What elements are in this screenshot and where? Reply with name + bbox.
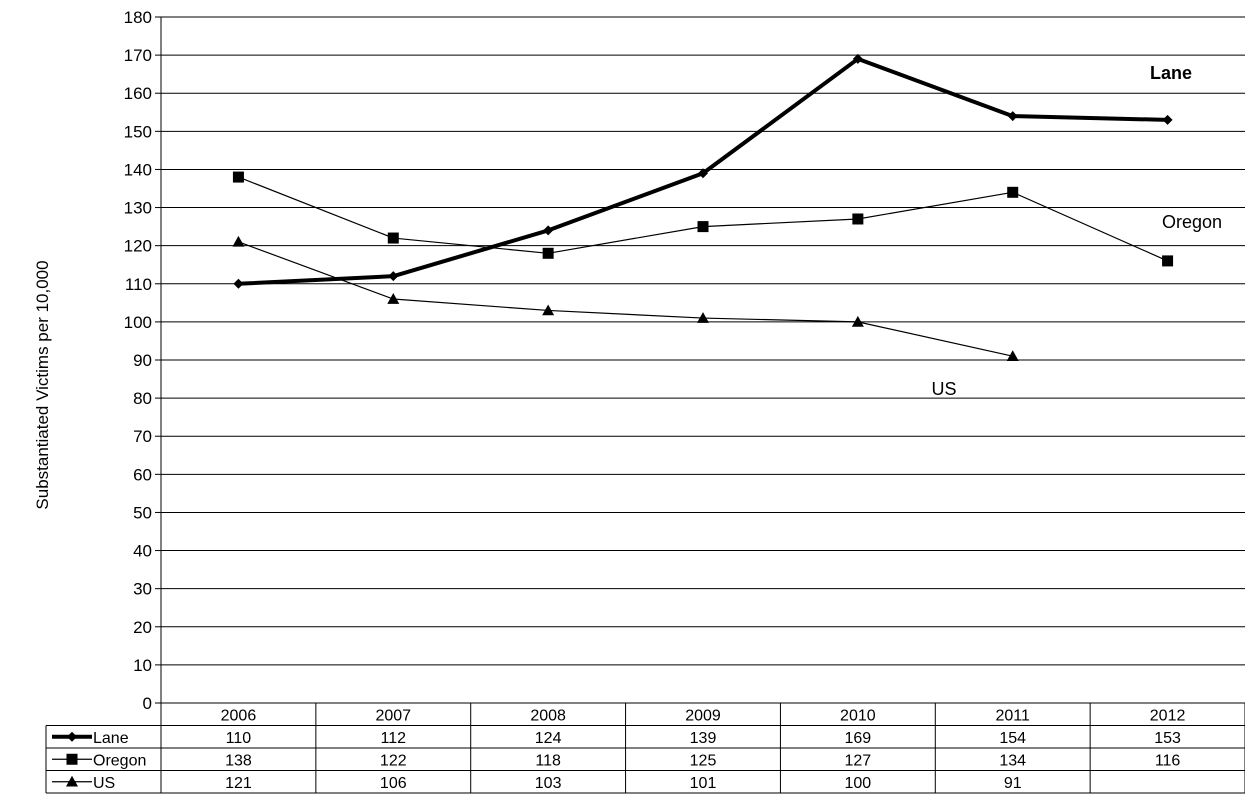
table-cell-value: 116 — [1155, 752, 1181, 769]
diamond-marker — [233, 278, 244, 289]
series-line-oregon — [238, 176, 1168, 262]
series-annotation: Lane — [1150, 63, 1192, 83]
series-annotation: US — [931, 379, 956, 399]
table-cell-value: 121 — [225, 775, 252, 792]
table-cell-value: 101 — [690, 775, 717, 792]
table-cell-value: 125 — [690, 752, 717, 769]
x-tick-label: 2009 — [685, 707, 721, 724]
diamond-marker — [852, 53, 863, 64]
table-cell-value: 100 — [845, 775, 872, 792]
legend-square-marker — [66, 753, 78, 765]
table-cell-value: 139 — [690, 730, 717, 747]
y-tick-label: 110 — [125, 275, 152, 294]
y-tick-label: 140 — [124, 160, 152, 179]
table-cell-value: 127 — [845, 752, 872, 769]
diamond-marker — [388, 271, 399, 282]
diamond-marker — [543, 225, 554, 236]
legend-label: US — [93, 775, 115, 792]
y-axis-label: Substantiated Victims per 10,000 — [33, 260, 52, 509]
x-tick-label: 2012 — [1150, 707, 1186, 724]
legend-label: Lane — [93, 730, 129, 747]
x-tick-label: 2008 — [530, 707, 566, 724]
y-tick-labels: 0 10 20 30 40 50 60 70 80 90 100 110 120 130 140 150 160… — [124, 8, 152, 713]
table-cell-value: 112 — [381, 730, 407, 747]
x-tick-label: 2007 — [375, 707, 411, 724]
triangle-marker — [851, 315, 864, 327]
legend-triangle-marker — [66, 775, 78, 787]
table-cell-value: 122 — [380, 752, 407, 769]
data-table: 2006 2007 2008 2009 2010 2011 2012 Lane 110 112 12… — [45, 702, 1245, 794]
y-tick-label: 60 — [133, 465, 152, 484]
square-marker — [387, 232, 399, 244]
y-tick-label: 20 — [133, 618, 152, 637]
table-cell-value: 138 — [225, 752, 252, 769]
y-tick-label: 90 — [133, 351, 152, 370]
table-cell-value: 110 — [226, 730, 252, 747]
square-marker — [232, 171, 244, 183]
square-marker — [542, 247, 554, 259]
y-tick-label: 130 — [124, 199, 152, 218]
legend-diamond-marker — [67, 731, 77, 742]
triangle-marker — [1006, 350, 1019, 361]
square-marker — [697, 221, 709, 233]
gridlines — [155, 16, 1245, 704]
table-cell-value: 134 — [999, 752, 1026, 769]
table-cell-value: 169 — [845, 730, 872, 747]
square-marker — [852, 213, 864, 225]
legend-label: Oregon — [93, 752, 146, 769]
x-tick-label: 2011 — [996, 707, 1031, 724]
x-tick-label: 2010 — [840, 707, 876, 724]
diamond-marker — [1162, 114, 1173, 125]
plot-area: Lane Oregon US — [232, 53, 1222, 399]
triangle-marker — [232, 235, 245, 247]
y-tick-label: 150 — [124, 122, 152, 141]
y-tick-label: 30 — [133, 580, 152, 599]
square-marker — [1007, 186, 1019, 198]
triangle-marker — [387, 293, 400, 304]
y-tick-label: 160 — [124, 84, 152, 103]
y-tick-label: 120 — [124, 237, 152, 256]
y-tick-label: 170 — [124, 46, 152, 65]
table-cell-value: 91 — [1004, 775, 1022, 792]
y-tick-label: 80 — [133, 389, 152, 408]
y-tick-label: 40 — [133, 542, 152, 561]
y-tick-label: 10 — [133, 656, 152, 675]
square-marker — [1162, 255, 1174, 267]
y-tick-label: 50 — [133, 503, 152, 522]
y-tick-label: 180 — [124, 8, 152, 27]
y-tick-label: 0 — [143, 694, 152, 713]
diamond-marker — [698, 168, 708, 179]
triangle-marker — [697, 312, 709, 323]
series-annotation: Oregon — [1162, 212, 1222, 232]
table-cell-value: 124 — [535, 730, 562, 747]
y-tick-label: 100 — [124, 313, 152, 332]
table-cell-value: 103 — [535, 775, 562, 792]
diamond-marker — [1007, 111, 1018, 122]
triangle-marker — [542, 304, 555, 316]
x-tick-label: 2006 — [221, 707, 257, 724]
table-cell-value: 118 — [535, 752, 561, 769]
table-cell-value: 153 — [1154, 730, 1181, 747]
y-tick-label: 70 — [133, 427, 152, 446]
series-line-us — [238, 241, 1013, 357]
table-cell-value: 106 — [380, 775, 407, 792]
table-cell-value: 154 — [999, 730, 1026, 747]
